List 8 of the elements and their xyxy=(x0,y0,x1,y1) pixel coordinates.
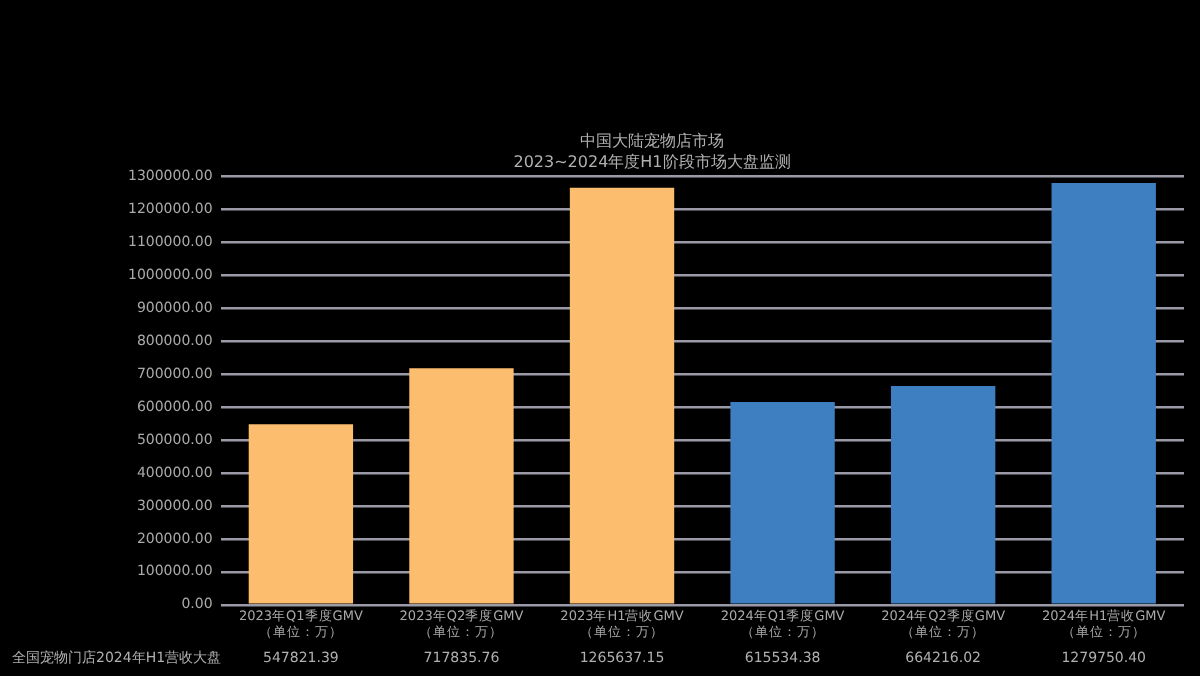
bar xyxy=(890,385,996,604)
bar xyxy=(248,424,354,604)
bar xyxy=(569,187,675,604)
bar xyxy=(1051,183,1156,604)
bar xyxy=(409,368,514,604)
chart-subtitle: 2023~2024年度H1阶段市场大盘监测 xyxy=(513,152,791,171)
chart-title: 中国大陆宠物店市场 xyxy=(580,131,724,150)
bar xyxy=(730,401,835,604)
